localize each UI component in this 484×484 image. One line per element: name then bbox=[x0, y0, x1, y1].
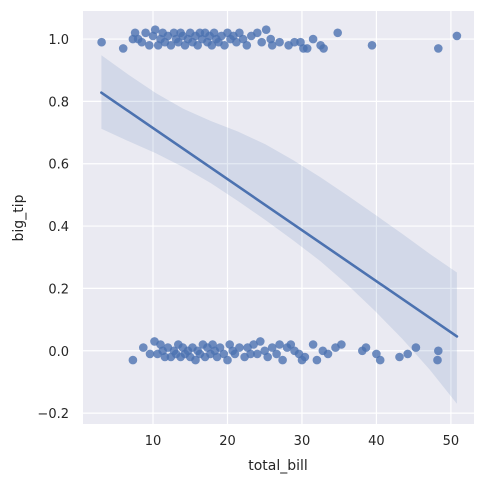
y-tick-label: 0.8 bbox=[48, 95, 69, 110]
y-tick-label: 0.0 bbox=[48, 345, 69, 360]
data-point bbox=[257, 37, 267, 47]
data-point bbox=[403, 349, 413, 359]
data-point bbox=[150, 25, 160, 34]
data-point bbox=[215, 343, 225, 352]
data-point bbox=[290, 37, 299, 47]
data-point bbox=[220, 41, 229, 50]
confidence-band bbox=[101, 55, 457, 404]
data-point bbox=[118, 44, 128, 53]
data-point bbox=[272, 349, 281, 359]
data-point bbox=[267, 41, 277, 50]
x-tick-label: 30 bbox=[294, 434, 311, 449]
data-point bbox=[275, 37, 284, 47]
data-point bbox=[312, 355, 322, 365]
data-point bbox=[308, 34, 318, 44]
data-point bbox=[361, 343, 371, 352]
data-point bbox=[212, 352, 222, 362]
grid bbox=[83, 11, 474, 424]
data-point bbox=[411, 343, 421, 352]
data-point bbox=[223, 355, 232, 365]
data-point bbox=[235, 343, 244, 352]
data-point bbox=[255, 337, 265, 346]
data-point bbox=[139, 343, 148, 352]
data-point bbox=[308, 340, 318, 349]
points-layer bbox=[97, 25, 462, 365]
confidence-band-layer bbox=[101, 55, 457, 404]
x-tick-label: 20 bbox=[219, 434, 236, 449]
data-point bbox=[286, 340, 296, 349]
data-point bbox=[193, 41, 202, 50]
data-point bbox=[191, 355, 200, 365]
data-point bbox=[434, 44, 443, 53]
data-point bbox=[319, 44, 328, 53]
data-point bbox=[395, 352, 404, 362]
data-point bbox=[434, 346, 443, 356]
data-point bbox=[141, 28, 150, 38]
regression-line-layer bbox=[100, 91, 459, 338]
y-tick-label: −0.2 bbox=[37, 407, 69, 422]
data-point bbox=[160, 352, 170, 362]
data-point bbox=[261, 25, 271, 34]
data-point bbox=[275, 340, 284, 349]
data-point bbox=[137, 37, 147, 47]
y-tick-label: 0.6 bbox=[48, 158, 69, 173]
data-point bbox=[252, 349, 262, 359]
data-point bbox=[375, 355, 385, 365]
data-point bbox=[232, 37, 241, 47]
data-point bbox=[302, 44, 312, 53]
data-point bbox=[452, 31, 462, 41]
data-point bbox=[166, 41, 176, 50]
data-point bbox=[128, 355, 138, 365]
y-axis-label: big_tip bbox=[11, 194, 27, 241]
y-tick-label: 1.0 bbox=[48, 33, 69, 48]
tick-labels: 10 20 30 40 50 −0.2 0.0 0.2 0.4 0.6 0.8 1.0 bbox=[37, 33, 459, 449]
data-point bbox=[235, 28, 244, 38]
data-point bbox=[145, 41, 154, 50]
regression-line bbox=[100, 91, 459, 338]
data-point bbox=[263, 352, 273, 362]
data-point bbox=[97, 37, 106, 47]
data-point bbox=[433, 355, 442, 365]
x-tick-label: 50 bbox=[443, 434, 460, 449]
data-point bbox=[207, 41, 217, 50]
data-point bbox=[278, 355, 287, 365]
data-point bbox=[367, 41, 377, 50]
data-point bbox=[174, 37, 183, 47]
data-point bbox=[249, 340, 258, 349]
x-tick-label: 40 bbox=[368, 434, 385, 449]
data-point bbox=[230, 349, 240, 359]
data-point bbox=[337, 340, 346, 349]
data-point bbox=[252, 28, 262, 38]
x-tick-label: 10 bbox=[145, 434, 162, 449]
data-point bbox=[372, 349, 381, 359]
data-point bbox=[267, 343, 277, 352]
x-axis-label: total_bill bbox=[248, 458, 308, 474]
data-point bbox=[145, 349, 155, 359]
data-point bbox=[219, 349, 229, 359]
data-point bbox=[242, 41, 252, 50]
data-point bbox=[246, 349, 255, 359]
data-point bbox=[238, 34, 248, 44]
data-point bbox=[323, 349, 333, 359]
data-point bbox=[333, 28, 343, 38]
y-tick-label: 0.2 bbox=[48, 282, 69, 297]
data-point bbox=[300, 352, 310, 362]
y-tick-label: 0.4 bbox=[48, 220, 69, 235]
